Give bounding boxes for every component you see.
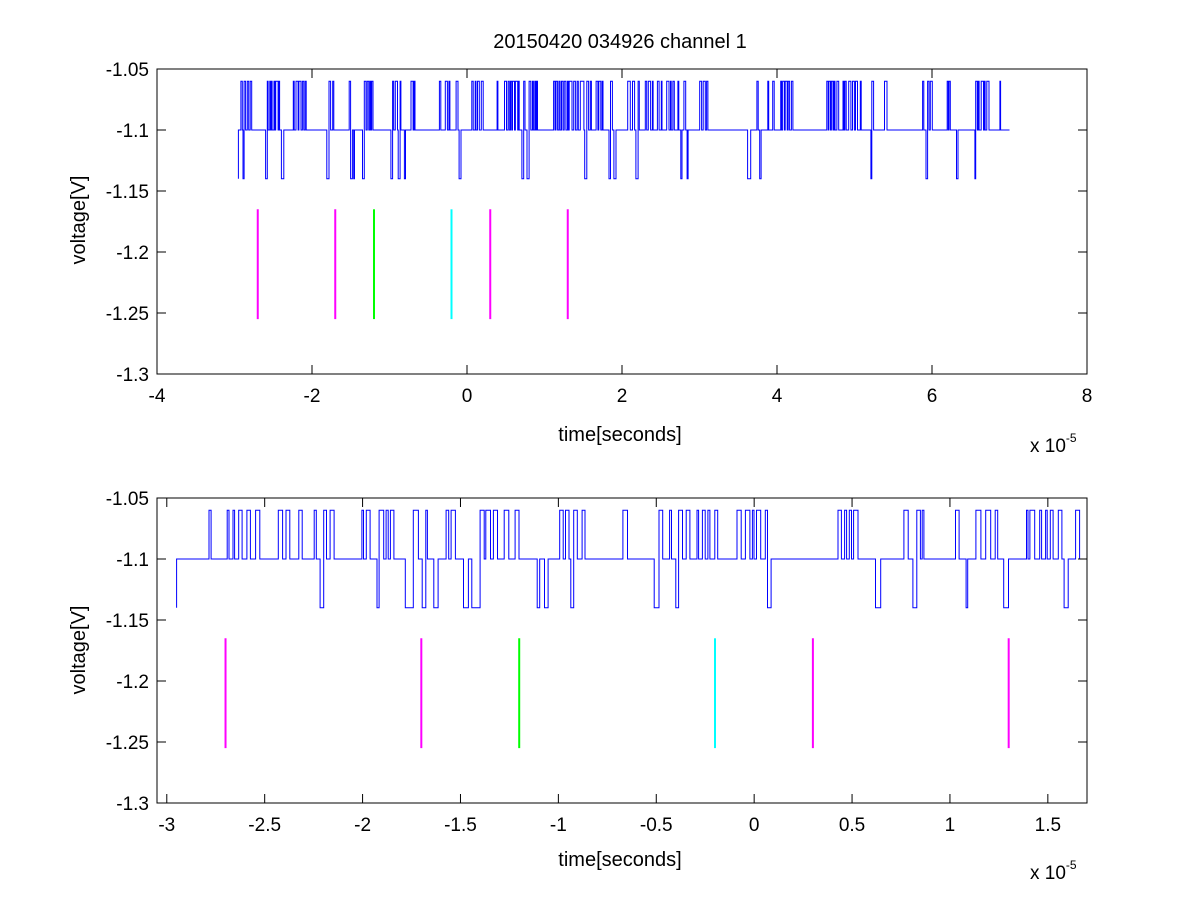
top-y-tick-label: -1.3 xyxy=(116,365,149,386)
top-signal-layer xyxy=(237,80,1010,180)
figure-title: 20150420 034926 channel 1 xyxy=(493,31,747,53)
bottom-y-tick-label: -1.2 xyxy=(116,672,149,693)
bottom-x-tick-label: -1 xyxy=(550,815,567,836)
top-marker-layer xyxy=(256,209,569,320)
bottom-plot-area xyxy=(157,498,1087,803)
top-y-tick-label: -1.1 xyxy=(116,121,149,142)
bottom-x-tick-label: -2.5 xyxy=(248,815,281,836)
bottom-axes-box xyxy=(156,497,1088,804)
bottom-x-tick-label: 0 xyxy=(749,815,760,836)
top-x-tick-label: 2 xyxy=(617,386,628,407)
bottom-x-axis-label: time[seconds] xyxy=(558,849,681,871)
bottom-y-tick-label: -1.1 xyxy=(116,550,149,571)
top-signal-trace xyxy=(237,80,1010,180)
bottom-x-multiplier: x 10-5 xyxy=(1030,858,1077,884)
top-x-tick-label: 0 xyxy=(462,386,473,407)
top-y-axis-label: voltage[V] xyxy=(68,176,90,265)
bottom-x-tick-label: 0.5 xyxy=(839,815,865,836)
top-y-tick-label: -1.2 xyxy=(116,243,149,264)
bottom-x-tick-label: 1.5 xyxy=(1035,815,1061,836)
top-axes: -4 -2 0 2 4 6 8 -1.3 -1.25 -1.2 -1.15 -1.1 -1.05 xyxy=(106,60,1093,407)
bottom-x-tick-label: -3 xyxy=(158,815,175,836)
top-y-tick-label: -1.05 xyxy=(106,60,149,81)
bottom-x-tick-label: 1 xyxy=(945,815,956,836)
bottom-y-tick-label: -1.15 xyxy=(106,611,149,632)
bottom-marker-layer xyxy=(224,638,1010,749)
bottom-signal-layer xyxy=(176,509,1087,609)
bottom-subplot: -3 -2.5 -2 -1.5 -1 -0.5 0 0.5 1 1.5 -1.3 -1.25 -1.2 -… xyxy=(68,489,1088,884)
bottom-y-tick-label: -1.3 xyxy=(116,794,149,815)
top-x-multiplier: x 10-5 xyxy=(1030,431,1077,457)
top-x-tick-label: -2 xyxy=(304,386,321,407)
top-x-tick-label: 8 xyxy=(1082,386,1093,407)
top-subplot: -4 -2 0 2 4 6 8 -1.3 -1.25 -1.2 -1.15 -1.1 -1.05 tim… xyxy=(68,60,1092,457)
bottom-x-tick-label: -2 xyxy=(354,815,371,836)
top-x-tick-label: -4 xyxy=(149,386,166,407)
top-x-tick-label: 4 xyxy=(772,386,783,407)
bottom-y-tick-label: -1.05 xyxy=(106,489,149,510)
top-y-tick-label: -1.15 xyxy=(106,182,149,203)
bottom-signal-trace xyxy=(176,509,1087,609)
bottom-y-tick-label: -1.25 xyxy=(106,733,149,754)
top-x-tick-label: 6 xyxy=(927,386,938,407)
bottom-y-axis-label: voltage[V] xyxy=(68,606,90,695)
top-x-axis-label: time[seconds] xyxy=(558,424,681,446)
top-y-tick-label: -1.25 xyxy=(106,304,149,325)
bottom-axes: -3 -2.5 -2 -1.5 -1 -0.5 0 0.5 1 1.5 -1.3 -1.25 -1.2 -… xyxy=(106,489,1088,836)
bottom-x-tick-label: -1.5 xyxy=(444,815,477,836)
bottom-x-tick-label: -0.5 xyxy=(640,815,673,836)
